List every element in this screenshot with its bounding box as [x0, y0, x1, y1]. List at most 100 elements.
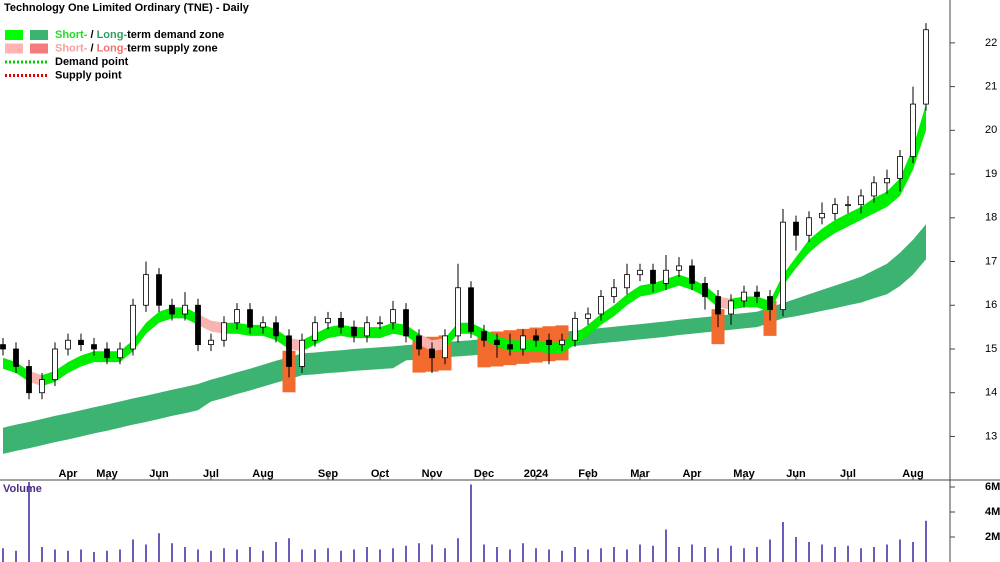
- y-tick-label: 4M: [985, 506, 1000, 518]
- candle-body: [676, 265, 682, 271]
- candle-body: [234, 309, 240, 324]
- legend-text: Supply point: [55, 69, 122, 81]
- x-tick-label: Jul: [203, 468, 219, 480]
- candle-body: [416, 335, 422, 350]
- volume-bar: [249, 547, 251, 562]
- candle-body: [520, 335, 526, 350]
- volume-bar: [301, 549, 303, 562]
- candle-body: [273, 322, 279, 337]
- candle-body: [702, 282, 708, 297]
- x-tick-label: Aug: [252, 468, 273, 480]
- volume-bar: [509, 549, 511, 562]
- volume-bar: [639, 544, 641, 562]
- volume-bar: [886, 544, 888, 562]
- candle-body: [143, 274, 149, 306]
- candle-body: [572, 317, 578, 341]
- candle-body: [455, 287, 461, 337]
- candle-body: [312, 322, 318, 341]
- legend-text: Short-: [55, 29, 88, 41]
- candle-body: [806, 217, 812, 236]
- volume-bar: [145, 544, 147, 562]
- volume-bar: [184, 547, 186, 562]
- candle-body: [65, 339, 71, 350]
- legend-text: Long-: [97, 29, 128, 41]
- candle-body: [780, 221, 786, 311]
- volume-bar: [821, 544, 823, 562]
- volume-bar: [353, 549, 355, 562]
- candle-body: [91, 344, 97, 350]
- candle-body: [351, 326, 357, 337]
- volume-bar: [158, 533, 160, 562]
- legend-text: /: [87, 29, 96, 41]
- legend-entry: Short- / Long-term demand zone: [55, 29, 224, 41]
- candle-body: [884, 178, 890, 184]
- legend-text: Short-: [55, 42, 88, 54]
- legend-entry: Short- / Long-term supply zone: [55, 42, 218, 54]
- y-tick-label: 19: [985, 168, 997, 180]
- volume-bar: [808, 542, 810, 562]
- candle-body: [377, 322, 383, 325]
- short-term-supply-zone: [29, 370, 42, 387]
- legend-swatch: [30, 30, 48, 40]
- candle-body: [442, 335, 448, 359]
- short-term-supply-zone: [289, 338, 302, 352]
- candle-body: [39, 379, 45, 394]
- x-tick-label: Jul: [840, 468, 856, 480]
- candle-body: [221, 322, 227, 341]
- volume-bar: [743, 548, 745, 562]
- volume-bar: [691, 544, 693, 562]
- volume-bar: [548, 549, 550, 562]
- short-term-demand-zone: [42, 307, 198, 387]
- legend-text: Demand point: [55, 56, 129, 68]
- y-tick-label: 20: [985, 124, 997, 136]
- candle-body: [208, 339, 214, 346]
- candle-body: [767, 296, 773, 311]
- volume-bar: [457, 538, 459, 562]
- candle-body: [0, 344, 6, 350]
- y-tick-label: 22: [985, 37, 997, 49]
- short-term-demand-zone: [302, 322, 419, 352]
- x-tick-label: Feb: [578, 468, 598, 480]
- volume-bar: [535, 548, 537, 562]
- volume-bar: [288, 538, 290, 562]
- candle-body: [689, 265, 695, 284]
- y-tick-label: 2M: [985, 531, 1000, 543]
- volume-bar: [379, 549, 381, 562]
- plot-area: 13 14 15 16 17 18 19 20 21 22 Apr May Jun Jul Aug Sep Oc…: [0, 23, 1000, 562]
- volume-bar: [574, 547, 576, 562]
- candle-body: [52, 348, 58, 381]
- short-term-supply-zone: [198, 314, 224, 334]
- candle-body: [429, 348, 435, 359]
- legend-entry: Supply point: [55, 69, 122, 81]
- candle-body: [585, 313, 591, 319]
- volume-bar: [665, 529, 667, 562]
- legend-swatch: [5, 30, 23, 40]
- volume-bar: [93, 552, 95, 562]
- candle-body: [13, 348, 19, 367]
- candle-body: [650, 269, 656, 284]
- volume-bar: [925, 520, 927, 562]
- candle-body: [481, 331, 487, 341]
- x-tick-label: Jun: [149, 468, 169, 480]
- volume-bar: [132, 539, 134, 562]
- short-term-supply-zone: [718, 296, 731, 310]
- volume-bar: [626, 549, 628, 562]
- volume-bar: [561, 550, 563, 562]
- candle-body: [624, 274, 630, 289]
- volume-bar: [28, 482, 30, 562]
- candle-body: [611, 287, 617, 297]
- candle-body: [871, 182, 877, 197]
- x-tick-label: Apr: [683, 468, 703, 480]
- candle-body: [130, 304, 136, 350]
- candle-body: [494, 339, 500, 346]
- x-tick-label: Oct: [371, 468, 390, 480]
- volume-bar: [15, 550, 17, 562]
- candle-body: [286, 335, 292, 367]
- candle-body: [299, 339, 305, 367]
- y-tick-label: 15: [985, 343, 997, 355]
- candle-body: [546, 339, 552, 346]
- legend-swatch: [30, 43, 48, 54]
- volume-bar: [314, 549, 316, 562]
- candle-body: [559, 339, 565, 346]
